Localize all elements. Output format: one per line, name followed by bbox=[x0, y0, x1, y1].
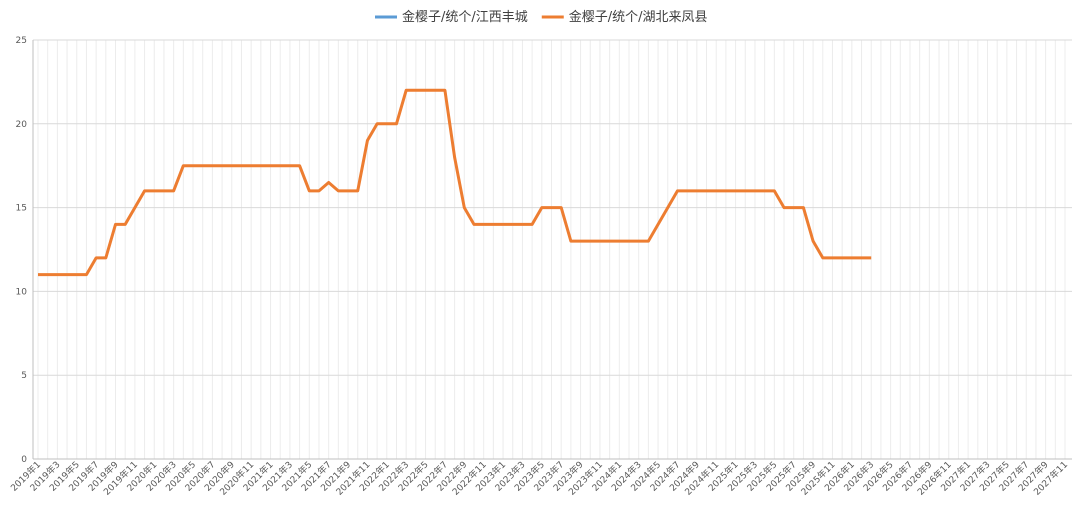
series-line bbox=[38, 88, 872, 277]
legend-label: 金樱子/统个/湖北来凤县 bbox=[569, 9, 708, 25]
y-tick-label: 25 bbox=[16, 36, 27, 46]
y-tick-label: 0 bbox=[21, 455, 27, 465]
y-tick-label: 20 bbox=[16, 120, 28, 130]
y-tick-label: 5 bbox=[21, 371, 27, 381]
legend-label: 金樱子/统个/江西丰城 bbox=[402, 9, 528, 25]
y-tick-label: 15 bbox=[16, 204, 27, 214]
y-tick-label: 10 bbox=[16, 287, 28, 297]
